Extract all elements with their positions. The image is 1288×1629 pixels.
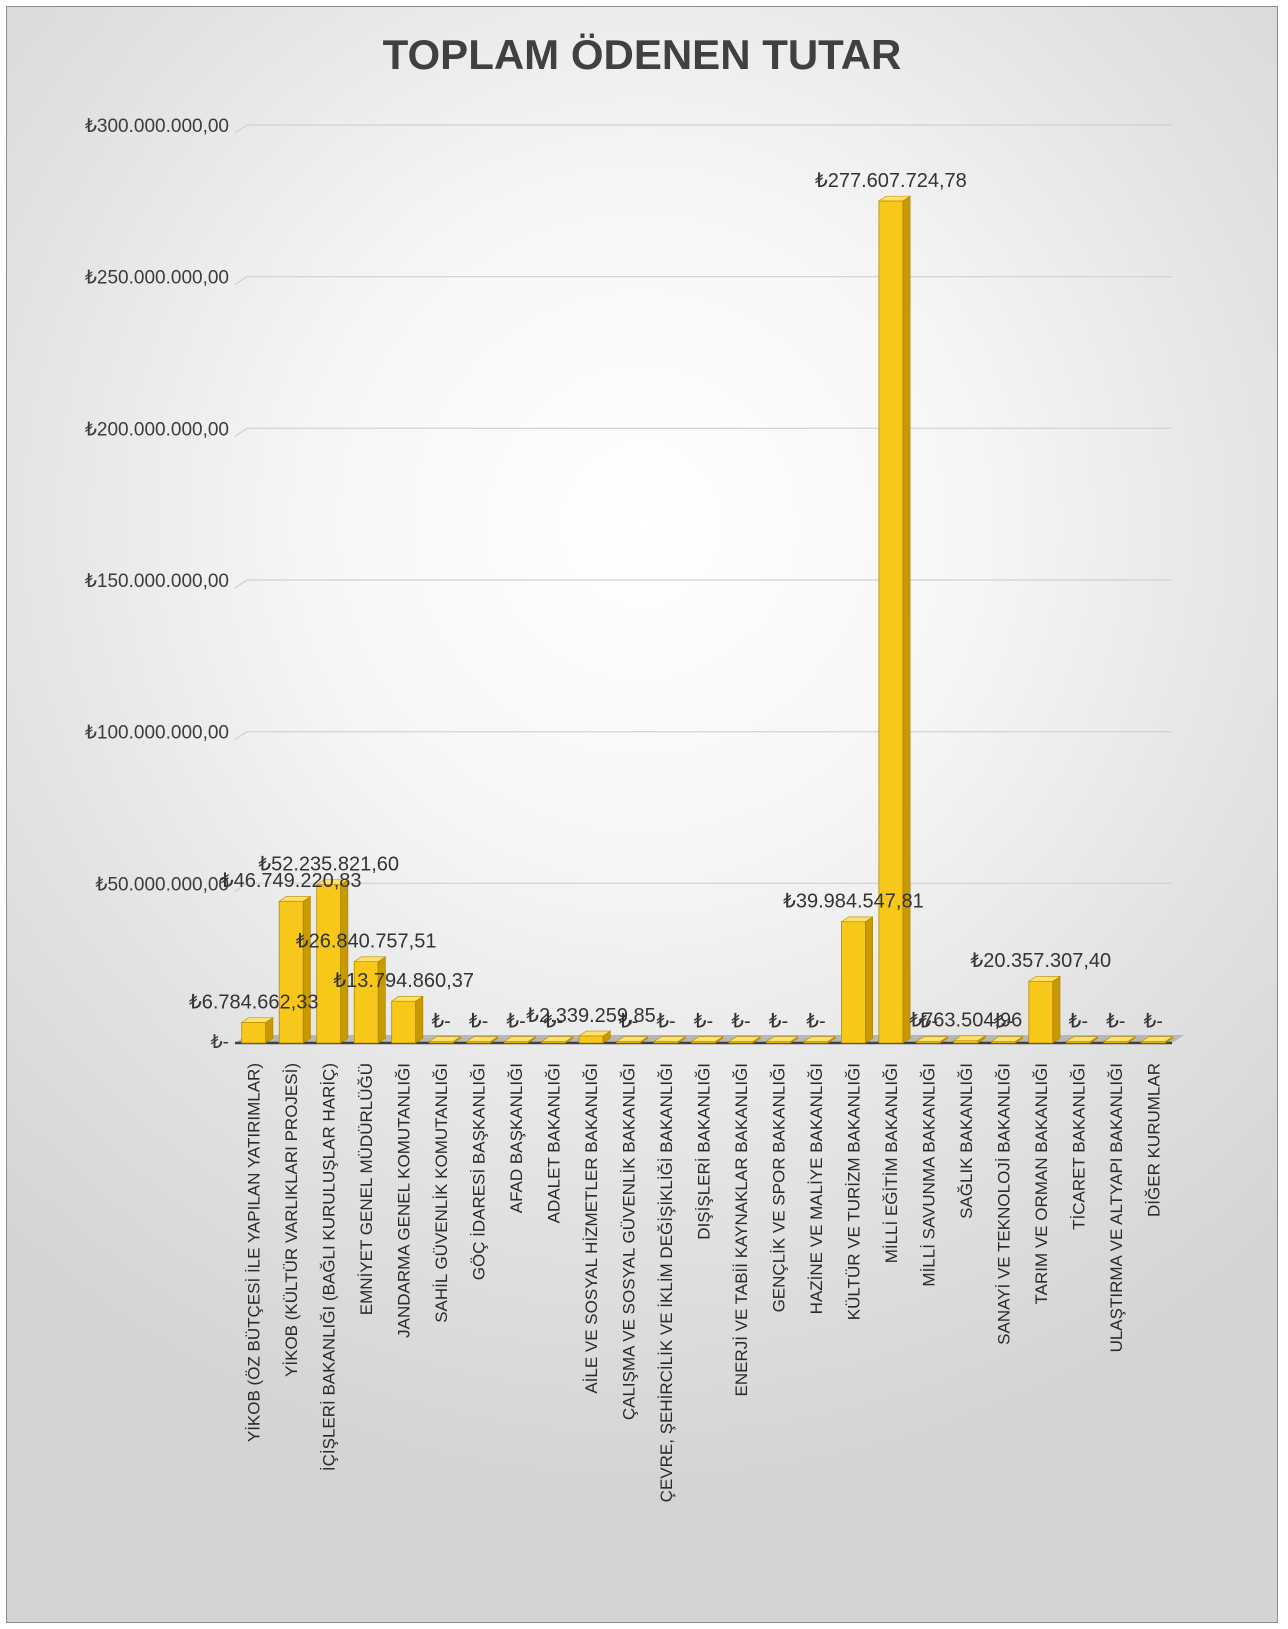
y-tick-label: ₺150.000.000,00 (85, 571, 229, 592)
data-label: ₺- (1106, 1011, 1125, 1033)
x-tick-label: TARIM VE ORMAN BAKANLIĞI (1032, 1063, 1051, 1305)
x-tick-label: GENÇLİK VE SPOR BAKANLIĞI (769, 1063, 788, 1312)
data-label: ₺26.840.757,51 (296, 931, 437, 953)
bar-chart: ₺- ₺50.000.000,00 ₺100.000.000,00 ₺150.000.… (85, 116, 1184, 1502)
x-axis-ticks: YİKOB (ÖZ BÜTÇESİ İLE YAPILAN YATIRIMLAR… (245, 1063, 1164, 1502)
x-tick-label: AİLE VE SOSYAL HİZMETLER BAKANLIĞI (582, 1063, 601, 1394)
gridline (234, 579, 248, 589)
data-label: ₺- (769, 1011, 788, 1033)
x-tick-label: MİLLİ SAVUNMA BAKANLIĞI (919, 1063, 938, 1287)
data-label: ₺2.339.259,85 (526, 1005, 656, 1027)
bar (952, 1035, 987, 1044)
data-label: ₺277.607.724,78 (815, 170, 967, 192)
chart-title: TOPLAM ÖDENEN TUTAR (382, 31, 902, 78)
bar (390, 995, 424, 1044)
data-label: ₺- (544, 1011, 563, 1033)
x-tick-label: TİCARET BAKANLIĞI (1069, 1063, 1088, 1230)
chart-frame: TOPLAM ÖDENEN TUTAR ₺- ₺50.000.000,00 ₺100… (6, 6, 1278, 1623)
x-tick-label: SAHİL GÜVENLİK KOMUTANLIĞI (432, 1063, 451, 1323)
data-label: ₺- (619, 1011, 638, 1033)
bar (428, 1036, 462, 1044)
bar (315, 879, 349, 1044)
data-label: ₺- (806, 1011, 825, 1033)
bar (1140, 1036, 1174, 1044)
data-label: ₺- (431, 1011, 450, 1033)
x-tick-label: JANDARMA GENEL KOMUTANLIĞI (395, 1063, 414, 1338)
bar (915, 1036, 949, 1044)
bar (653, 1036, 687, 1044)
bar (578, 1030, 612, 1044)
x-tick-label: ULAŞTIRMA VE ALTYAPI BAKANLIĞI (1107, 1063, 1126, 1352)
x-tick-label: DİĞER KURUMLAR (1144, 1063, 1163, 1217)
data-label: ₺763.504,96 (909, 1010, 1022, 1032)
bar (727, 1036, 762, 1044)
y-tick-label: ₺50.000.000,00 (95, 874, 229, 895)
gridlines (234, 124, 1172, 892)
bar (990, 1036, 1024, 1044)
x-tick-label: YİKOB (ÖZ BÜTÇESİ İLE YAPILAN YATIRIMLAR… (245, 1063, 264, 1442)
data-label: ₺6.784.662,33 (189, 991, 319, 1013)
y-tick-label: ₺- (211, 1032, 229, 1053)
bar (690, 1036, 724, 1044)
data-label: ₺52.235.821,60 (258, 854, 399, 876)
bar (765, 1036, 799, 1044)
data-label: ₺20.357.307,40 (971, 950, 1112, 972)
x-tick-label: SANAYİ VE TEKNOLOJİ BAKANLIĞI (994, 1063, 1013, 1345)
x-tick-label: ENERJİ VE TABİİ KAYNAKLAR BAKANLIĞI (732, 1063, 751, 1397)
x-tick-label: ÇEVRE, ŞEHİRCİLİK VE İKLİM DEĞİŞİKLİĞİ B… (657, 1063, 676, 1502)
bar (802, 1036, 837, 1044)
x-tick-label: GÖÇ İDARESİ BAŞKANLIĞI (470, 1063, 489, 1280)
data-labels: ₺6.784.662,33 ₺46.749.220,83₺52.235.821,6… (189, 170, 1163, 1033)
bars (240, 195, 1174, 1044)
data-label: ₺- (656, 1011, 675, 1033)
x-tick-label: HAZİNE VE MALİYE BAKANLIĞI (807, 1063, 826, 1314)
x-tick-label: ADALET BAKANLIĞI (545, 1063, 564, 1223)
gridline (234, 427, 248, 437)
bar (615, 1036, 649, 1044)
x-tick-label: MİLLİ EĞİTİM BAKANLIĞI (882, 1063, 901, 1263)
data-label: ₺- (469, 1011, 488, 1033)
gridline (234, 882, 248, 892)
y-axis-ticks: ₺- ₺50.000.000,00 ₺100.000.000,00 ₺150.000.… (85, 116, 229, 1053)
data-label: ₺- (506, 1011, 525, 1033)
gridline (234, 731, 248, 741)
data-label: ₺- (1144, 1011, 1163, 1033)
y-tick-label: ₺100.000.000,00 (85, 723, 229, 744)
gridline (234, 124, 248, 134)
bar (240, 1017, 274, 1044)
bar (278, 895, 312, 1044)
x-tick-label: YİKOB (KÜLTÜR VARLIKLARI PROJESİ) (282, 1063, 301, 1377)
x-tick-label: ÇALIŞMA VE SOSYAL GÜVENLİK BAKANLIĞI (620, 1063, 639, 1420)
bar (1102, 1036, 1136, 1044)
y-tick-label: ₺200.000.000,00 (85, 419, 229, 440)
data-label: ₺- (694, 1011, 713, 1033)
y-tick-label: ₺250.000.000,00 (85, 268, 229, 289)
data-label: ₺- (1069, 1011, 1088, 1033)
data-label: ₺39.984.547,81 (783, 891, 924, 913)
bar (503, 1036, 537, 1044)
data-label: ₺- (731, 1011, 750, 1033)
bar (1027, 975, 1062, 1044)
x-tick-label: KÜLTÜR VE TURİZM BAKANLIĞI (844, 1063, 863, 1320)
bar (465, 1036, 499, 1044)
bar (1065, 1036, 1099, 1044)
y-tick-label: ₺300.000.000,00 (85, 116, 229, 137)
gridline (234, 276, 248, 286)
data-label: ₺- (994, 1011, 1013, 1033)
data-label: ₺46.749.220,83 (221, 870, 362, 892)
x-tick-label: İÇİŞLERİ BAKANLIĞI (BAĞLI KURULUŞLAR HAR… (320, 1063, 339, 1471)
data-label: ₺- (919, 1011, 938, 1033)
bar (540, 1036, 574, 1044)
x-tick-label: DIŞİŞLERİ BAKANLIĞI (695, 1063, 714, 1240)
bar (877, 195, 912, 1044)
bar (840, 916, 874, 1044)
bar (353, 956, 387, 1044)
x-tick-label: AFAD BAŞKANLIĞI (507, 1063, 526, 1213)
data-label: ₺13.794.860,37 (333, 970, 474, 992)
x-tick-label: SAĞLIK BAKANLIĞI (957, 1063, 976, 1219)
x-tick-label: EMNİYET GENEL MÜDÜRLÜĞÜ (357, 1063, 376, 1315)
